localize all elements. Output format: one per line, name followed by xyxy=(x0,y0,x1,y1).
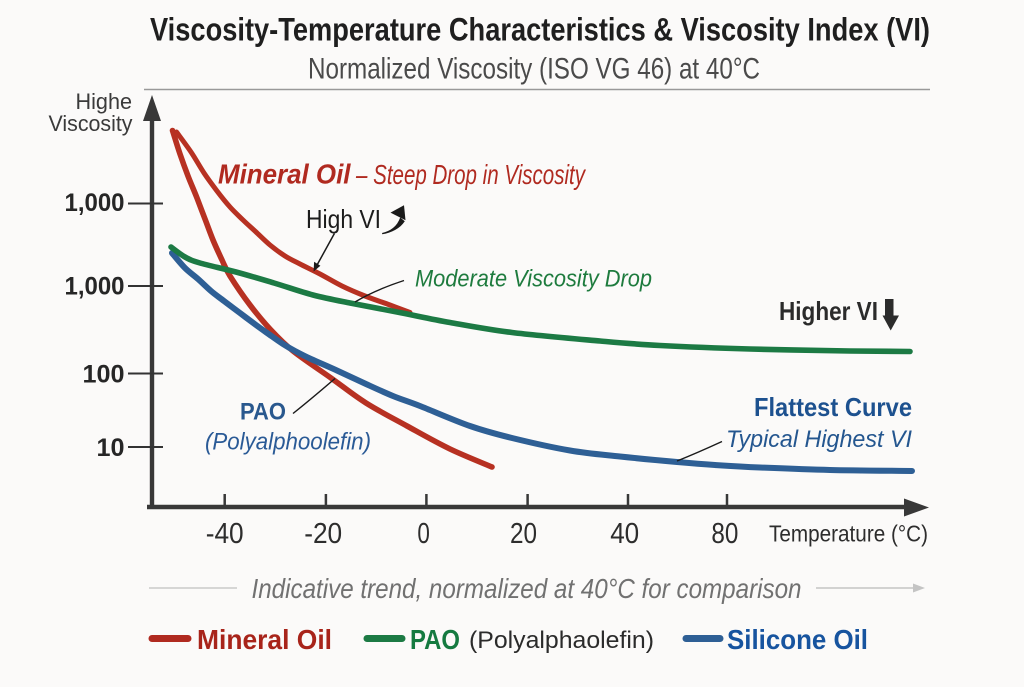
svg-text:Viscosity: Viscosity xyxy=(49,111,133,136)
svg-text:Viscosity-Temperature Characte: Viscosity-Temperature Characteristics & … xyxy=(150,12,930,48)
svg-text:Temperature (°C): Temperature (°C) xyxy=(769,521,928,547)
svg-text:0: 0 xyxy=(417,518,430,550)
svg-text:Mineral Oil: Mineral Oil xyxy=(197,624,332,655)
svg-text:(Polyalphaolefin): (Polyalphaolefin) xyxy=(469,627,654,654)
svg-text:1,000: 1,000 xyxy=(65,189,125,217)
svg-text:10: 10 xyxy=(97,434,125,462)
svg-text:High VI: High VI xyxy=(306,204,381,234)
svg-text:– Steep Drop in Viscosity: – Steep Drop in Viscosity xyxy=(355,159,586,190)
svg-text:Mineral Oil: Mineral Oil xyxy=(218,159,352,190)
svg-text:100: 100 xyxy=(83,361,125,389)
svg-text:-40: -40 xyxy=(206,518,244,550)
svg-text:Typical Highest VI: Typical Highest VI xyxy=(726,426,912,453)
svg-text:Highe: Highe xyxy=(76,89,133,114)
svg-text:1,000: 1,000 xyxy=(65,272,125,300)
svg-text:Moderate Viscosity Drop: Moderate Viscosity Drop xyxy=(415,266,652,293)
svg-text:80: 80 xyxy=(711,518,738,550)
svg-text:Silicone Oil: Silicone Oil xyxy=(727,624,868,655)
svg-text:Indicative trend, normalized: Indicative trend, normalized at 40°C for… xyxy=(252,573,802,604)
svg-text:(Polyalphoolefin): (Polyalphoolefin) xyxy=(205,429,371,456)
svg-text:PAO: PAO xyxy=(240,399,286,426)
svg-text:40: 40 xyxy=(610,518,639,550)
svg-text:PAO: PAO xyxy=(410,624,460,655)
svg-text:20: 20 xyxy=(510,518,537,550)
svg-text:Higher VI: Higher VI xyxy=(779,296,878,326)
svg-text:Flattest Curve: Flattest Curve xyxy=(754,392,912,422)
svg-text:-20: -20 xyxy=(304,518,342,550)
svg-text:Normalized Viscosity (ISO VG 4: Normalized Viscosity (ISO VG 46) at 40°C xyxy=(308,53,760,86)
